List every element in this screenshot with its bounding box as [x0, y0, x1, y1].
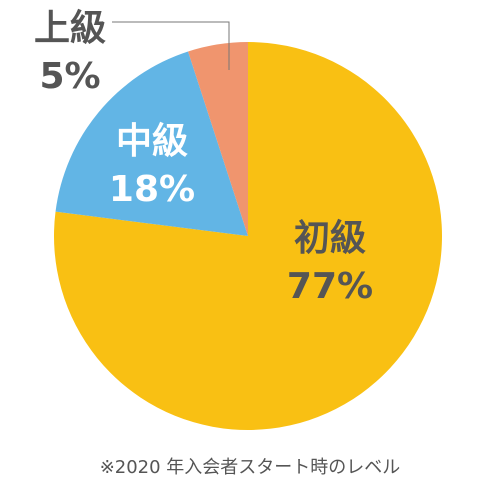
- pie-slice: [188, 42, 248, 236]
- slice-label: 初級: [294, 218, 366, 259]
- slice-value-label: 18%: [109, 169, 195, 210]
- footnote: ※2020 年入会者スタート時のレベル: [100, 457, 401, 478]
- slice-label: 上級: [34, 8, 106, 49]
- leader-line: [112, 21, 230, 70]
- slice-value-label: 77%: [287, 266, 373, 307]
- slice-label: 中級: [116, 121, 188, 162]
- slice-value-label: 5%: [39, 56, 100, 97]
- pie-slice: [54, 42, 443, 430]
- pie-slice: [55, 51, 248, 236]
